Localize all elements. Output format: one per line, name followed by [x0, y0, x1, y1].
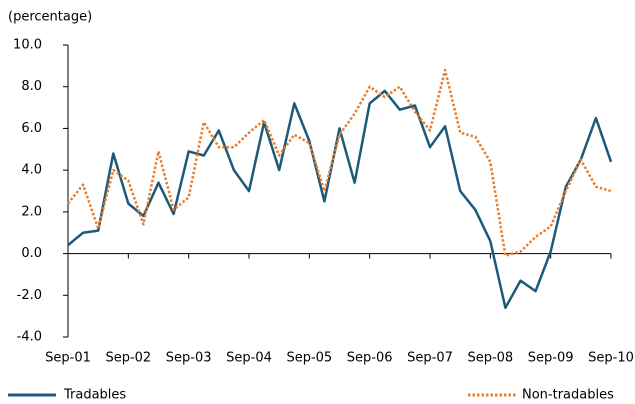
y-tick-label: 6.0: [21, 121, 42, 136]
x-tick-label: Sep-07: [407, 351, 453, 366]
y-tick-label: 10.0: [13, 38, 42, 53]
x-tick-label: Sep-02: [105, 351, 151, 366]
line-series: [67, 68, 612, 257]
x-tick-label: Sep-05: [286, 351, 332, 366]
y-tick-label: 4.0: [21, 163, 42, 178]
legend-label: Tradables: [63, 388, 126, 403]
legend-label: Non-tradables: [522, 388, 614, 403]
x-tick-label: Sep-10: [588, 351, 634, 366]
x-tick-label: Sep-08: [467, 351, 513, 366]
y-tick-label: 8.0: [21, 79, 42, 94]
y-tick-label: -2.0: [17, 288, 42, 303]
x-tick-label: Sep-06: [347, 351, 393, 366]
y-tick-label: -4.0: [17, 330, 42, 345]
y-tick-label: 0.0: [21, 246, 42, 261]
line-series: [67, 89, 613, 310]
x-tick-label: Sep-01: [45, 351, 91, 366]
y-tick-label: 2.0: [21, 204, 42, 219]
x-tick-label: Sep-09: [528, 351, 574, 366]
x-tick-label: Sep-03: [166, 351, 212, 366]
y-axis-label: (percentage): [8, 10, 92, 25]
x-tick-label: Sep-04: [226, 351, 272, 366]
